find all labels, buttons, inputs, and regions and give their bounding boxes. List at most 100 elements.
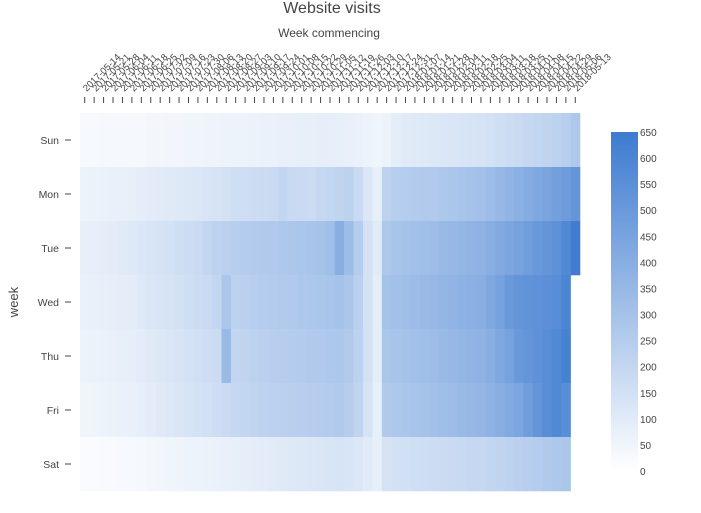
heatmap-cell	[268, 221, 279, 276]
colorbar-tick-label: 200	[640, 363, 657, 374]
heatmap-cell	[419, 383, 430, 438]
heatmap-cell	[127, 437, 137, 492]
heatmap-cell	[532, 221, 543, 276]
heatmap-cell	[268, 383, 279, 438]
heatmap-cell	[155, 383, 166, 438]
heatmap-cells	[80, 113, 581, 492]
heatmap-cell	[193, 167, 203, 222]
heatmap-cell	[117, 383, 128, 438]
heatmap-cell	[98, 167, 109, 222]
heatmap-cell	[202, 437, 213, 492]
heatmap-cell	[221, 113, 232, 168]
heatmap-cell	[136, 383, 147, 438]
colorbar: 0 50 100 150 200 250 300 350 400 450 500 550 600 650	[611, 128, 657, 478]
heatmap-cell	[296, 275, 307, 330]
heatmap-cell	[164, 221, 175, 276]
heatmap-cell	[240, 275, 251, 330]
heatmap-cell	[391, 167, 402, 222]
heatmap-cell	[447, 221, 458, 276]
heatmap-cell	[174, 221, 185, 276]
heatmap-cell	[146, 113, 156, 168]
heatmap-cell	[344, 383, 354, 438]
heatmap-cell	[447, 113, 458, 168]
heatmap-cell	[306, 383, 317, 438]
heatmap-cell	[410, 167, 420, 222]
heatmap-cell	[495, 437, 505, 492]
heatmap-cell	[353, 221, 364, 276]
heatmap-cell	[447, 329, 458, 384]
heatmap-cell	[504, 275, 515, 330]
heatmap-cell	[334, 329, 345, 384]
heatmap-cell	[325, 167, 336, 222]
heatmap-cell	[447, 383, 458, 438]
heatmap-cell	[108, 221, 119, 276]
heatmap-cell	[353, 383, 364, 438]
colorbar-tick-label: 450	[640, 232, 657, 243]
heatmap-cell	[381, 113, 392, 168]
heatmap-cell	[410, 329, 420, 384]
heatmap-cell	[542, 329, 552, 384]
heatmap-cell	[221, 437, 232, 492]
heatmap-cell	[287, 329, 298, 384]
heatmap-cell	[89, 167, 100, 222]
heatmap-cell	[561, 221, 571, 276]
heatmap-cell	[391, 383, 402, 438]
heatmap-cell	[306, 221, 317, 276]
heatmap-cell	[98, 221, 109, 276]
heatmap-cell	[249, 329, 260, 384]
heatmap-cell	[447, 167, 458, 222]
heatmap-cell	[146, 167, 156, 222]
heatmap-cell	[551, 437, 562, 492]
heatmap-cell	[495, 383, 505, 438]
heatmap-cell	[259, 329, 269, 384]
heatmap-cell	[193, 275, 203, 330]
heatmap-cell	[429, 329, 439, 384]
heatmap-cell	[476, 221, 486, 276]
heatmap-cell	[315, 167, 326, 222]
heatmap-cell	[391, 275, 402, 330]
heatmap-cell	[174, 275, 185, 330]
heatmap-cell	[146, 275, 156, 330]
colorbar-tick-label: 100	[640, 415, 657, 426]
heatmap-cell	[532, 437, 543, 492]
heatmap-cell	[410, 437, 420, 492]
heatmap-cell	[221, 275, 232, 330]
heatmap-cell	[278, 221, 288, 276]
heatmap-cell	[513, 167, 524, 222]
heatmap-cell	[504, 383, 515, 438]
heatmap-cell	[561, 437, 571, 492]
heatmap-cell	[80, 437, 90, 492]
heatmap-cell	[193, 221, 203, 276]
heatmap-cell	[146, 383, 156, 438]
heatmap-cell	[249, 437, 260, 492]
heatmap-cell	[155, 275, 166, 330]
heatmap-cell	[259, 167, 269, 222]
colorbar-tick-label: 250	[640, 337, 657, 348]
heatmap-cell	[183, 167, 194, 222]
heatmap-cell	[259, 437, 269, 492]
heatmap-cell	[164, 113, 175, 168]
heatmap-cell	[466, 275, 477, 330]
heatmap-cell	[551, 275, 562, 330]
heatmap-cell	[504, 221, 515, 276]
heatmap-cell	[325, 383, 336, 438]
heatmap-cell	[155, 437, 166, 492]
heatmap-cell	[334, 113, 345, 168]
heatmap-cell	[278, 437, 288, 492]
heatmap-cell	[542, 383, 552, 438]
colorbar-tick-label: 400	[640, 258, 657, 269]
heatmap-cell	[287, 437, 298, 492]
heatmap-cell	[287, 383, 298, 438]
heatmap-cell	[447, 275, 458, 330]
heatmap-cell	[155, 329, 166, 384]
heatmap-cell	[136, 113, 147, 168]
heatmap-cell	[136, 167, 147, 222]
heatmap-cell	[561, 383, 571, 438]
heatmap-cell	[80, 167, 90, 222]
heatmap-cell	[212, 437, 222, 492]
heatmap-cell	[249, 113, 260, 168]
heatmap-cell	[202, 329, 213, 384]
heatmap-cell	[80, 221, 90, 276]
heatmap-cell	[476, 113, 486, 168]
